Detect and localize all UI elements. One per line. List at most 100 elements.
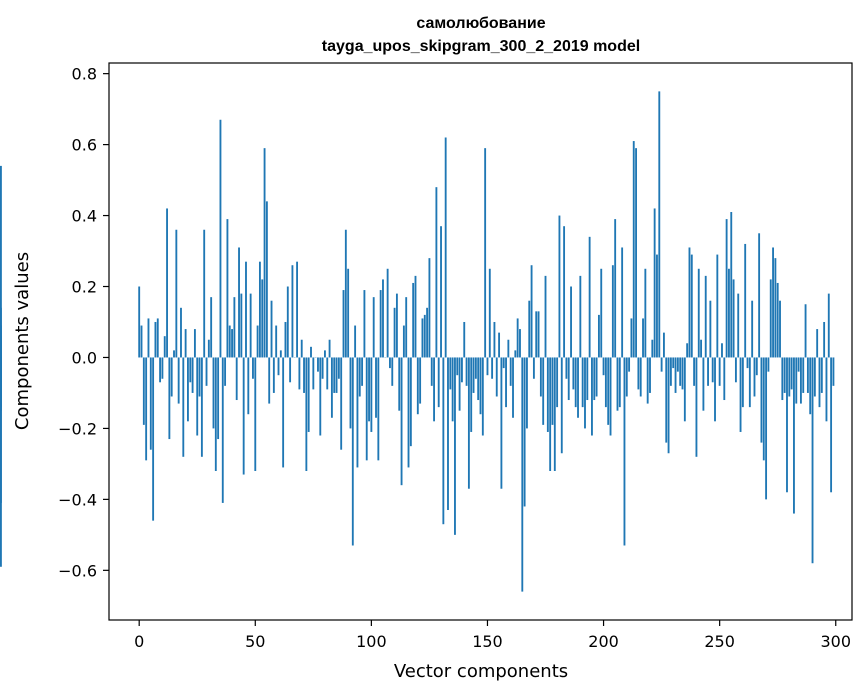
bar-85 bbox=[335, 357, 338, 393]
bar-191 bbox=[581, 357, 584, 408]
bar-268 bbox=[760, 357, 763, 443]
bar-138 bbox=[458, 357, 461, 411]
bar-1 bbox=[140, 325, 143, 358]
bar-81 bbox=[326, 357, 329, 390]
bar-250 bbox=[718, 357, 721, 386]
bar-83 bbox=[330, 357, 333, 418]
bar-99 bbox=[368, 357, 370, 422]
bar-245 bbox=[707, 357, 709, 386]
x-tick-label: 200 bbox=[588, 632, 619, 651]
bar-172 bbox=[537, 311, 540, 358]
bar-232 bbox=[676, 357, 679, 372]
bar-261 bbox=[744, 243, 747, 358]
bar-258 bbox=[737, 293, 740, 358]
bar-11 bbox=[163, 336, 166, 358]
bar-217 bbox=[642, 318, 644, 358]
bar-298 bbox=[830, 357, 833, 493]
bar-112 bbox=[398, 357, 401, 411]
bar-257 bbox=[734, 357, 737, 383]
bar-29 bbox=[205, 357, 208, 386]
bar-62 bbox=[282, 357, 285, 468]
bar-194 bbox=[588, 236, 591, 358]
bar-205 bbox=[614, 219, 617, 358]
bar-231 bbox=[674, 357, 677, 393]
bar-249 bbox=[716, 254, 719, 358]
bar-291 bbox=[813, 357, 816, 397]
bar-69 bbox=[298, 357, 301, 390]
bar-266 bbox=[755, 357, 758, 376]
bar-30 bbox=[207, 339, 210, 358]
chart-title: самолюбование bbox=[416, 15, 545, 32]
bar-209 bbox=[623, 357, 626, 546]
bar-136 bbox=[454, 357, 456, 535]
bar-120 bbox=[416, 357, 419, 415]
bar-61 bbox=[279, 350, 282, 358]
bar-208 bbox=[621, 247, 624, 358]
bar-271 bbox=[767, 357, 770, 372]
bar-109 bbox=[391, 357, 394, 386]
bar-119 bbox=[414, 275, 417, 358]
bar-25 bbox=[196, 357, 199, 436]
bar-151 bbox=[488, 268, 491, 358]
bar-68 bbox=[296, 261, 298, 358]
bar-113 bbox=[400, 357, 403, 486]
bar-82 bbox=[328, 339, 331, 358]
y-tick-label: 0.2 bbox=[72, 278, 97, 297]
bar-294 bbox=[820, 357, 823, 393]
bar-293 bbox=[818, 357, 821, 408]
bar-24 bbox=[193, 329, 196, 358]
bar-252 bbox=[723, 357, 726, 401]
bar-55 bbox=[265, 201, 268, 358]
bar-225 bbox=[660, 357, 663, 372]
bar-39 bbox=[228, 325, 231, 358]
bar-3 bbox=[145, 357, 148, 461]
bar-282 bbox=[793, 357, 795, 514]
bar-174 bbox=[542, 357, 545, 425]
bar-248 bbox=[714, 357, 716, 422]
bar-223 bbox=[656, 254, 658, 358]
bar-244 bbox=[704, 275, 707, 358]
bar-214 bbox=[635, 148, 637, 358]
y-tick-label: 0.8 bbox=[72, 65, 97, 84]
y-tick-label: 0.0 bbox=[72, 348, 97, 367]
bar-297 bbox=[827, 293, 830, 358]
bar-71 bbox=[303, 357, 305, 393]
bar-12 bbox=[166, 208, 168, 358]
bar-222 bbox=[653, 208, 656, 358]
bar-51 bbox=[256, 325, 259, 358]
bar-180 bbox=[556, 357, 559, 408]
bar-102 bbox=[375, 357, 377, 418]
bar-149 bbox=[484, 148, 487, 358]
bar-146 bbox=[477, 357, 480, 401]
y-axis-label: Components values bbox=[12, 252, 33, 430]
bar-118 bbox=[412, 282, 415, 358]
x-tick-label: 100 bbox=[356, 632, 387, 651]
bar-278 bbox=[783, 357, 786, 393]
bar-57 bbox=[270, 300, 273, 358]
bar-171 bbox=[535, 311, 538, 358]
bar-9 bbox=[159, 357, 162, 383]
bar-189 bbox=[577, 357, 579, 418]
bar-84 bbox=[333, 357, 336, 393]
bar-103 bbox=[377, 357, 380, 461]
bar-123 bbox=[423, 314, 426, 358]
bar-163 bbox=[516, 318, 519, 358]
bar-242 bbox=[700, 339, 703, 358]
bar-47 bbox=[247, 357, 250, 415]
bar-207 bbox=[618, 357, 621, 408]
bar-59 bbox=[275, 325, 278, 358]
bar-96 bbox=[361, 357, 364, 386]
x-tick-label: 150 bbox=[472, 632, 503, 651]
bar-204 bbox=[611, 265, 614, 358]
bar-156 bbox=[500, 357, 503, 489]
bar-157 bbox=[502, 357, 505, 369]
bar-273 bbox=[772, 247, 774, 358]
bar-230 bbox=[672, 357, 675, 369]
bar-200 bbox=[602, 357, 605, 376]
bar-97 bbox=[363, 290, 366, 358]
y-tick-label: 0.4 bbox=[72, 207, 97, 226]
bar-73 bbox=[307, 357, 310, 432]
bar-4 bbox=[147, 318, 150, 358]
bar-182 bbox=[560, 357, 563, 454]
bar-19 bbox=[182, 357, 185, 457]
